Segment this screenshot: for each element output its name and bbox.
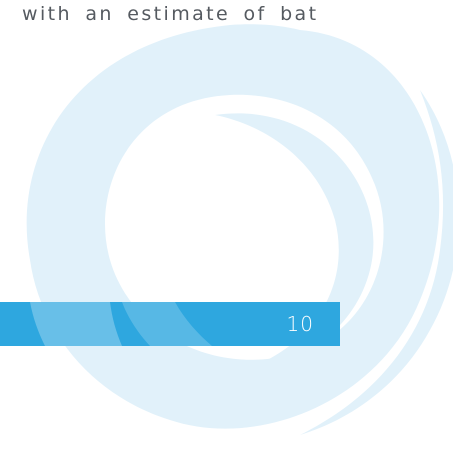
page-number: 10 <box>286 312 314 336</box>
page-number-band: 10 <box>0 302 340 346</box>
body-text-line: with an estimate of bat <box>22 3 319 25</box>
